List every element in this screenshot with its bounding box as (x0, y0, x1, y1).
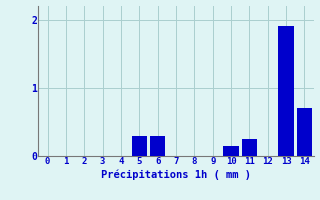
Bar (297, 108, 312, 156)
Bar (223, 146, 239, 156)
Bar (132, 136, 147, 156)
Bar (150, 136, 165, 156)
X-axis label: Précipitations 1h ( mm ): Précipitations 1h ( mm ) (101, 169, 251, 180)
Bar (242, 139, 257, 156)
Bar (278, 26, 294, 156)
